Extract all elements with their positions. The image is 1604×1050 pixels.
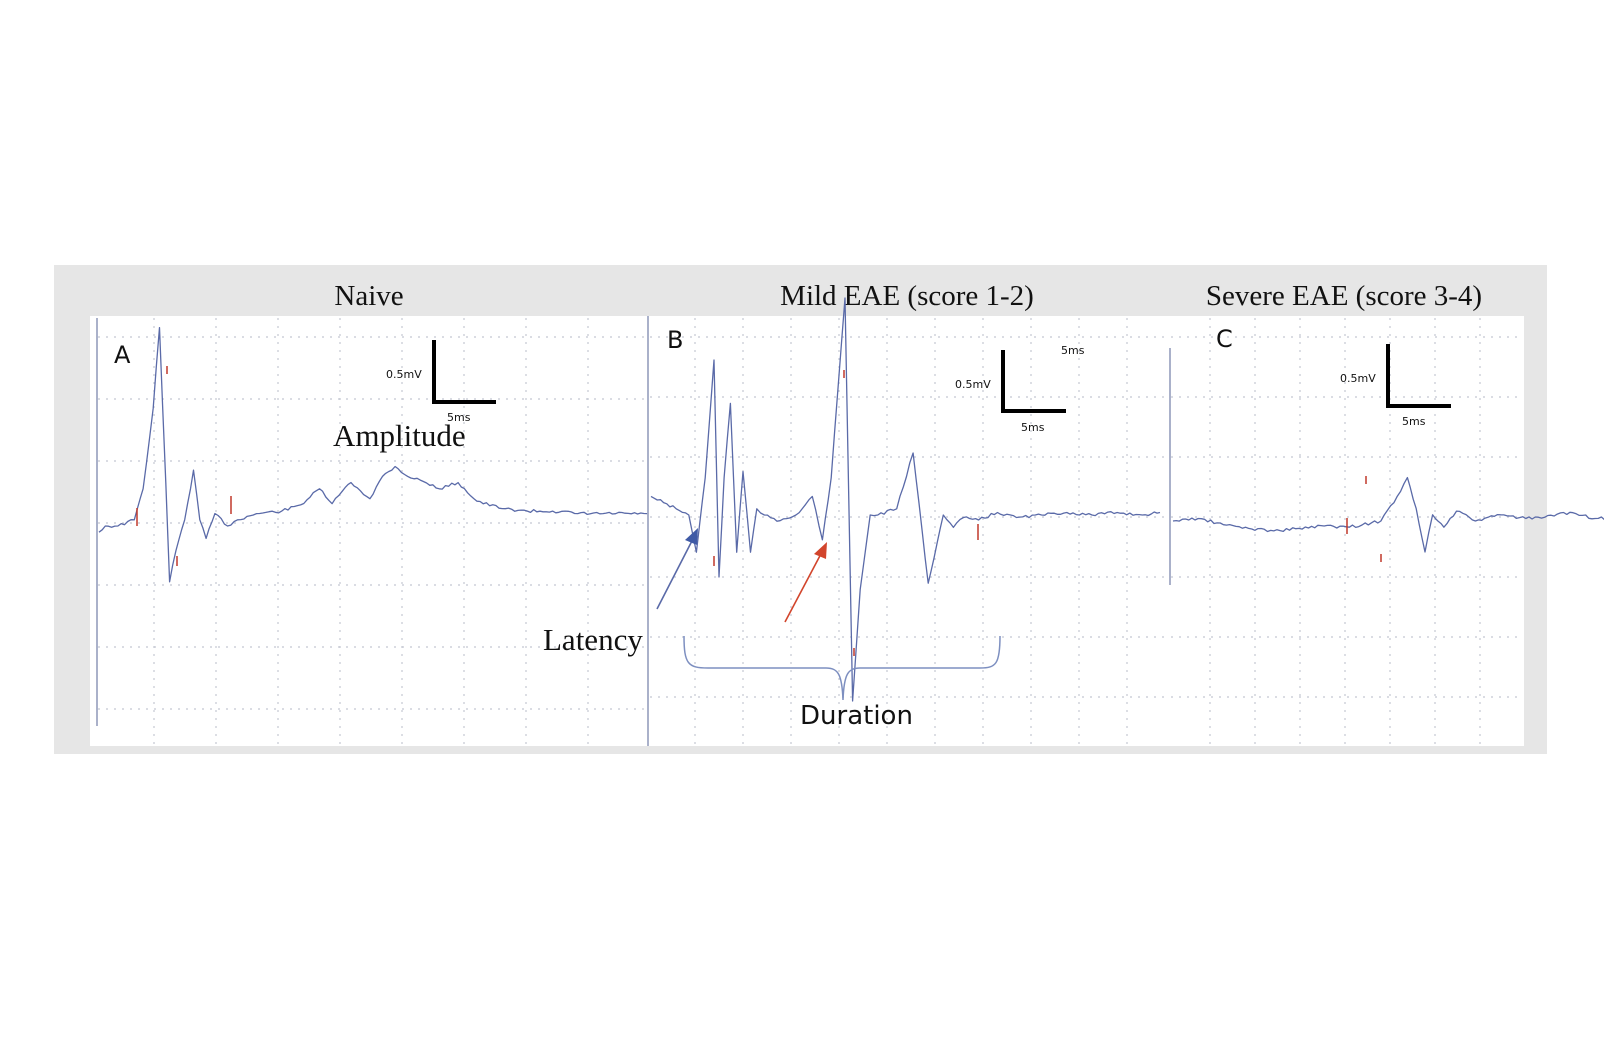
trace-mild — [650, 297, 1161, 702]
panel-title-mild: Mild EAE (score 1-2) — [780, 280, 1034, 312]
scale-bar-b: 0.5mV 5ms 5ms — [955, 344, 1085, 434]
recording-area — [90, 316, 1524, 746]
scale-voltage-c: 0.5mV — [1340, 372, 1376, 385]
panel-a-grid — [98, 318, 646, 746]
trace-severe — [1172, 476, 1604, 553]
red-arrow — [784, 542, 827, 623]
scale-time-a: 5ms — [447, 411, 471, 424]
panel-letter-b: B — [667, 326, 683, 354]
latency-arrow — [656, 528, 698, 610]
cursor-markers — [136, 366, 1382, 656]
panel-letter-a: A — [114, 341, 131, 369]
scale-time-b: 5ms — [1021, 421, 1045, 434]
annotation-duration: Duration — [800, 701, 913, 731]
scale-time-c: 5ms — [1402, 415, 1426, 428]
scale-bar-c: 0.5mV 5ms — [1340, 344, 1451, 428]
scale-time-b-extra: 5ms — [1061, 344, 1085, 357]
duration-brace — [683, 635, 1001, 701]
scale-voltage-b: 0.5mV — [955, 378, 991, 391]
annotation-amplitude: Amplitude — [333, 418, 466, 453]
trace-naive — [98, 326, 648, 583]
annotation-latency: Latency — [543, 622, 643, 657]
panel-title-severe: Severe EAE (score 3-4) — [1206, 280, 1482, 312]
scale-voltage-a: 0.5mV — [386, 368, 422, 381]
panel-title-naive: Naive — [334, 280, 403, 312]
panel-letter-c: C — [1216, 325, 1233, 353]
scale-bar-a: 0.5mV 5ms — [386, 340, 496, 424]
